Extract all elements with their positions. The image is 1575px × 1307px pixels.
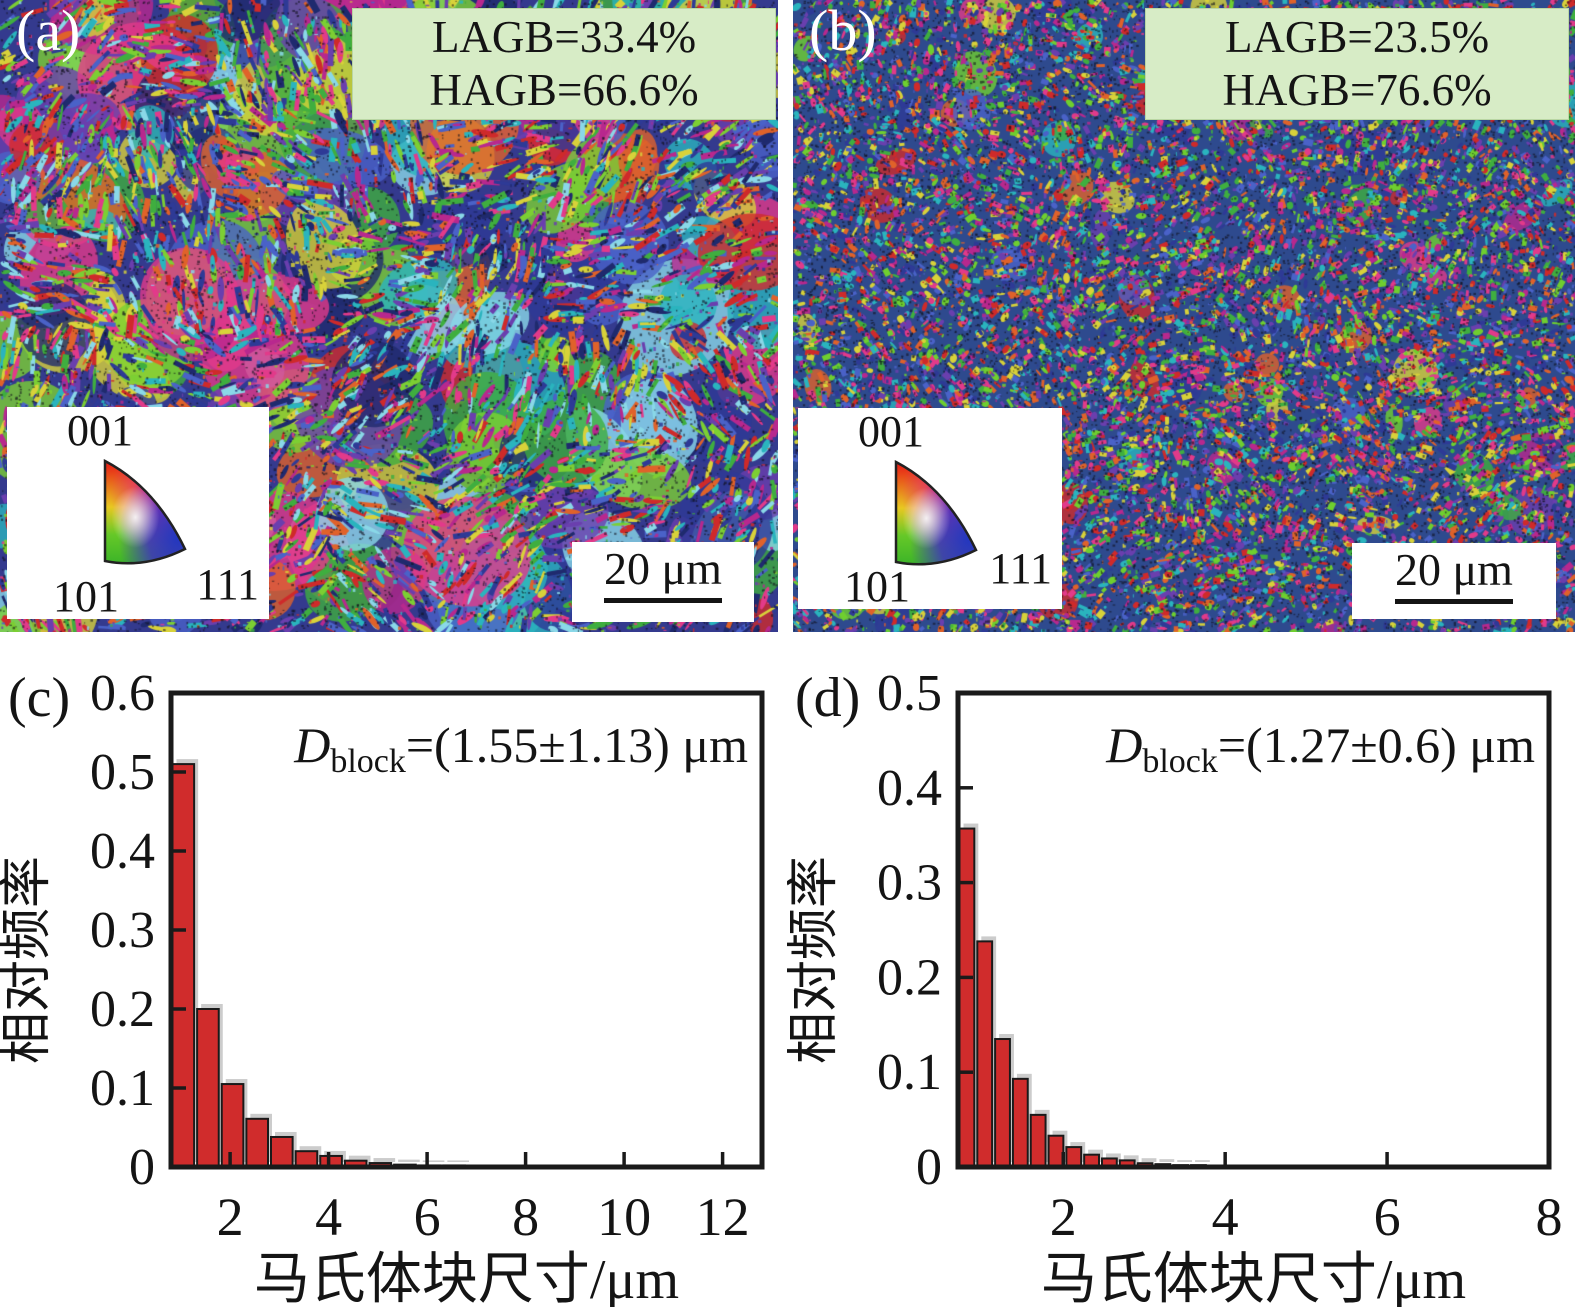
y-tick-label: 0 — [129, 1139, 155, 1196]
bar-shadow — [1123, 1155, 1139, 1162]
bar-shadow — [1195, 1160, 1210, 1162]
scalebar-text-b: 20 μm — [1395, 544, 1513, 595]
boundary-fraction-box-b: LAGB=23.5% HAGB=76.6% — [1145, 8, 1569, 120]
y-tick-label: 0.1 — [90, 1060, 155, 1117]
y-tick-label: 0.2 — [877, 949, 942, 1006]
bar — [196, 1008, 220, 1168]
x-axis-label: 马氏体块尺寸/μm — [254, 1249, 679, 1307]
x-tick-label: 8 — [1536, 1187, 1563, 1247]
y-tick-label: 0.2 — [90, 981, 155, 1038]
ebsd-map-a: (a) LAGB=33.4% HAGB=66.6% 001 101 111 20… — [0, 0, 778, 632]
scalebar-text-a: 20 μm — [604, 543, 722, 594]
scalebar-b: 20 μm — [1352, 543, 1556, 619]
bar — [245, 1117, 269, 1168]
bar — [1011, 1077, 1029, 1168]
y-tick-label: 0.4 — [90, 823, 155, 880]
bar — [1065, 1146, 1083, 1169]
ipf-legend-b: 001 101 111 — [798, 408, 1062, 609]
panel-letter: (d) — [795, 667, 860, 729]
ipf-triangle-outline — [103, 458, 187, 565]
ipf-triangle-outline — [894, 459, 978, 566]
x-tick-label: 10 — [597, 1187, 651, 1247]
ipf-101-label: 101 — [53, 572, 119, 621]
x-tick-label: 2 — [217, 1187, 244, 1247]
y-axis-label: 相对频率 — [0, 856, 56, 1064]
histogram-c: (c) 2 4 6 8 10 12 0 0.1 0.2 0.3 0.4 0.5 0.6 马氏体块尺寸/μm 相… — [0, 650, 788, 1307]
ipf-triangle-fill — [896, 462, 976, 565]
ipf-color-triangle — [103, 458, 187, 565]
bar — [270, 1135, 294, 1169]
boundary-fraction-box-a: LAGB=33.4% HAGB=66.6% — [352, 8, 776, 120]
panel-label-a: (a) — [16, 0, 81, 63]
ebsd-map-b: (b) LAGB=23.5% HAGB=76.6% 001 101 111 20… — [793, 0, 1575, 632]
bar-shadow — [1159, 1159, 1175, 1162]
x-tick-label: 8 — [512, 1187, 539, 1247]
ipf-legend-a: 001 101 111 — [7, 407, 269, 619]
bar — [1029, 1113, 1047, 1168]
y-tick-label: 0.5 — [90, 744, 155, 801]
hagb-value-b: HAGB=76.6% — [1222, 65, 1492, 115]
histogram-c-svg: (c) 2 4 6 8 10 12 0 0.1 0.2 0.3 0.4 0.5 0.6 马氏体块尺寸/μm 相… — [0, 665, 765, 1307]
bar — [171, 763, 196, 1168]
bar-shadow — [348, 1155, 371, 1162]
histogram-d: (d) 2 4 6 8 0 0.1 0.2 0.3 0.4 0.5 马氏体块尺寸/μm 相对频率 Dblo… — [786, 650, 1575, 1307]
lagb-value-b: LAGB=23.5% — [1224, 12, 1490, 62]
ipf-001-label: 001 — [67, 406, 133, 455]
y-tick-label: 0.5 — [877, 665, 942, 722]
plot-frame — [955, 690, 1552, 1170]
ipf-111-label: 111 — [196, 560, 259, 609]
lagb-value-a: LAGB=33.4% — [431, 12, 697, 62]
bar — [958, 827, 976, 1168]
bar — [994, 1038, 1011, 1168]
ipf-color-triangle — [894, 459, 978, 566]
scalebar-line-b — [1395, 599, 1513, 604]
ipf-triangle-fill — [105, 461, 185, 564]
x-tick-label: 4 — [315, 1187, 342, 1247]
bar-shadow — [1177, 1160, 1193, 1162]
y-tick-label: 0.3 — [90, 902, 155, 959]
panel-label-b: (b) — [809, 0, 877, 63]
y-tick-label: 0.3 — [877, 855, 942, 912]
bar — [220, 1083, 245, 1168]
y-tick-label: 0.6 — [90, 665, 155, 722]
x-axis-label: 马氏体块尺寸/μm — [1041, 1249, 1466, 1307]
bar-shadow — [398, 1159, 420, 1162]
x-tick-label: 6 — [414, 1187, 441, 1247]
y-tick-label: 0.1 — [877, 1044, 942, 1101]
bar-shadow — [373, 1158, 396, 1162]
mean-size-annotation: Dblock=(1.55±1.13) μm — [293, 717, 748, 780]
mean-size-annotation: Dblock=(1.27±0.6) μm — [1105, 717, 1535, 780]
scalebar-line-a — [604, 598, 722, 603]
x-tick-label: 12 — [696, 1187, 750, 1247]
x-tick-label: 6 — [1374, 1187, 1401, 1247]
ipf-111-label: 111 — [989, 544, 1052, 593]
scalebar-a: 20 μm — [572, 542, 754, 622]
y-axis-label: 相对频率 — [787, 856, 843, 1064]
ipf-001-label: 001 — [858, 407, 924, 456]
y-tick-label: 0.4 — [877, 760, 942, 817]
x-tick-label: 4 — [1212, 1187, 1239, 1247]
bar-shadow — [1141, 1158, 1157, 1162]
ipf-101-label: 101 — [844, 562, 910, 611]
bar — [1047, 1134, 1065, 1169]
panel-letter: (c) — [8, 667, 70, 729]
y-tick-label: 0 — [916, 1139, 942, 1196]
hagb-value-a: HAGB=66.6% — [429, 65, 699, 115]
histogram-d-svg: (d) 2 4 6 8 0 0.1 0.2 0.3 0.4 0.5 马氏体块尺寸/μm 相对频率 Dblo… — [786, 665, 1563, 1307]
bar-shadow — [422, 1160, 445, 1162]
bar — [976, 940, 994, 1168]
bar-shadow — [447, 1160, 469, 1162]
x-tick-label: 2 — [1050, 1187, 1077, 1247]
